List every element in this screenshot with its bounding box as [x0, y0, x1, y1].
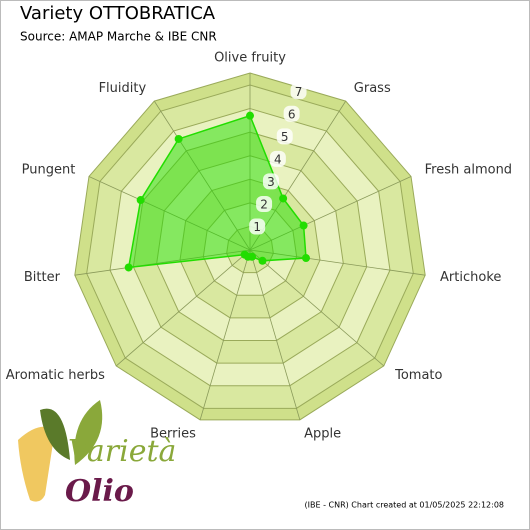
footer: (IBE - CNR) Chart created at 01/05/2025 …: [305, 501, 505, 510]
logo-leaf: [74, 400, 103, 465]
tick-label-bg: [262, 173, 279, 190]
tick-label-bg: [249, 218, 266, 235]
data-point: [174, 134, 183, 143]
logo: Varietà Olio: [18, 400, 176, 509]
y-tick-label: 3: [267, 175, 275, 189]
tick-label-bg: [290, 83, 307, 100]
axis-label: Pungent: [22, 163, 76, 178]
chart-subtitle: Source: AMAP Marche & IBE CNR: [20, 30, 217, 44]
data-point: [299, 221, 308, 230]
grid-spoke: [199, 249, 251, 420]
axis-label: Artichoke: [440, 270, 501, 285]
y-tick-label: 6: [288, 107, 296, 121]
data-point: [258, 256, 267, 265]
axis-label: Grass: [354, 81, 391, 96]
grid-spoke: [249, 249, 385, 367]
logo-text: Olio: [65, 474, 134, 509]
tick-label-bg: [283, 105, 300, 122]
axis-label: Bitter: [24, 270, 61, 285]
axis-label: Apple: [304, 427, 341, 442]
logo-leaf: [40, 408, 70, 460]
y-tick-label: 4: [274, 152, 282, 166]
plot: 1 2 3 4 5 6 7 Olive fruity Grass Fresh almond Arti…: [6, 51, 512, 442]
y-tick-label: 5: [281, 130, 289, 144]
data-point: [246, 111, 254, 120]
axis-label: Fresh almond: [425, 163, 512, 178]
y-tick-label: 2: [260, 197, 268, 211]
logo-shape: [18, 426, 55, 502]
logo-text: Varietà: [68, 434, 176, 469]
grid-spoke: [249, 249, 301, 420]
data-point: [279, 194, 288, 203]
tick-label-bg: [276, 128, 293, 145]
data-point: [124, 263, 133, 272]
y-tick-label: 1: [253, 220, 261, 234]
axis-label: Fluidity: [99, 81, 147, 96]
axis-label: Aromatic herbs: [6, 368, 105, 383]
data-point: [240, 250, 249, 259]
grid-spoke: [115, 249, 251, 367]
data-point: [136, 196, 145, 205]
chart-title: Variety OTTOBRATICA: [20, 3, 216, 24]
tick-label-bg: [256, 195, 273, 212]
axis-label: Berries: [150, 427, 196, 442]
axis-label: Olive fruity: [214, 51, 286, 66]
tick-label-bg: [269, 150, 286, 167]
y-tick-label: 7: [295, 85, 303, 99]
data-point: [301, 254, 310, 263]
axis-label: Tomato: [394, 368, 442, 383]
